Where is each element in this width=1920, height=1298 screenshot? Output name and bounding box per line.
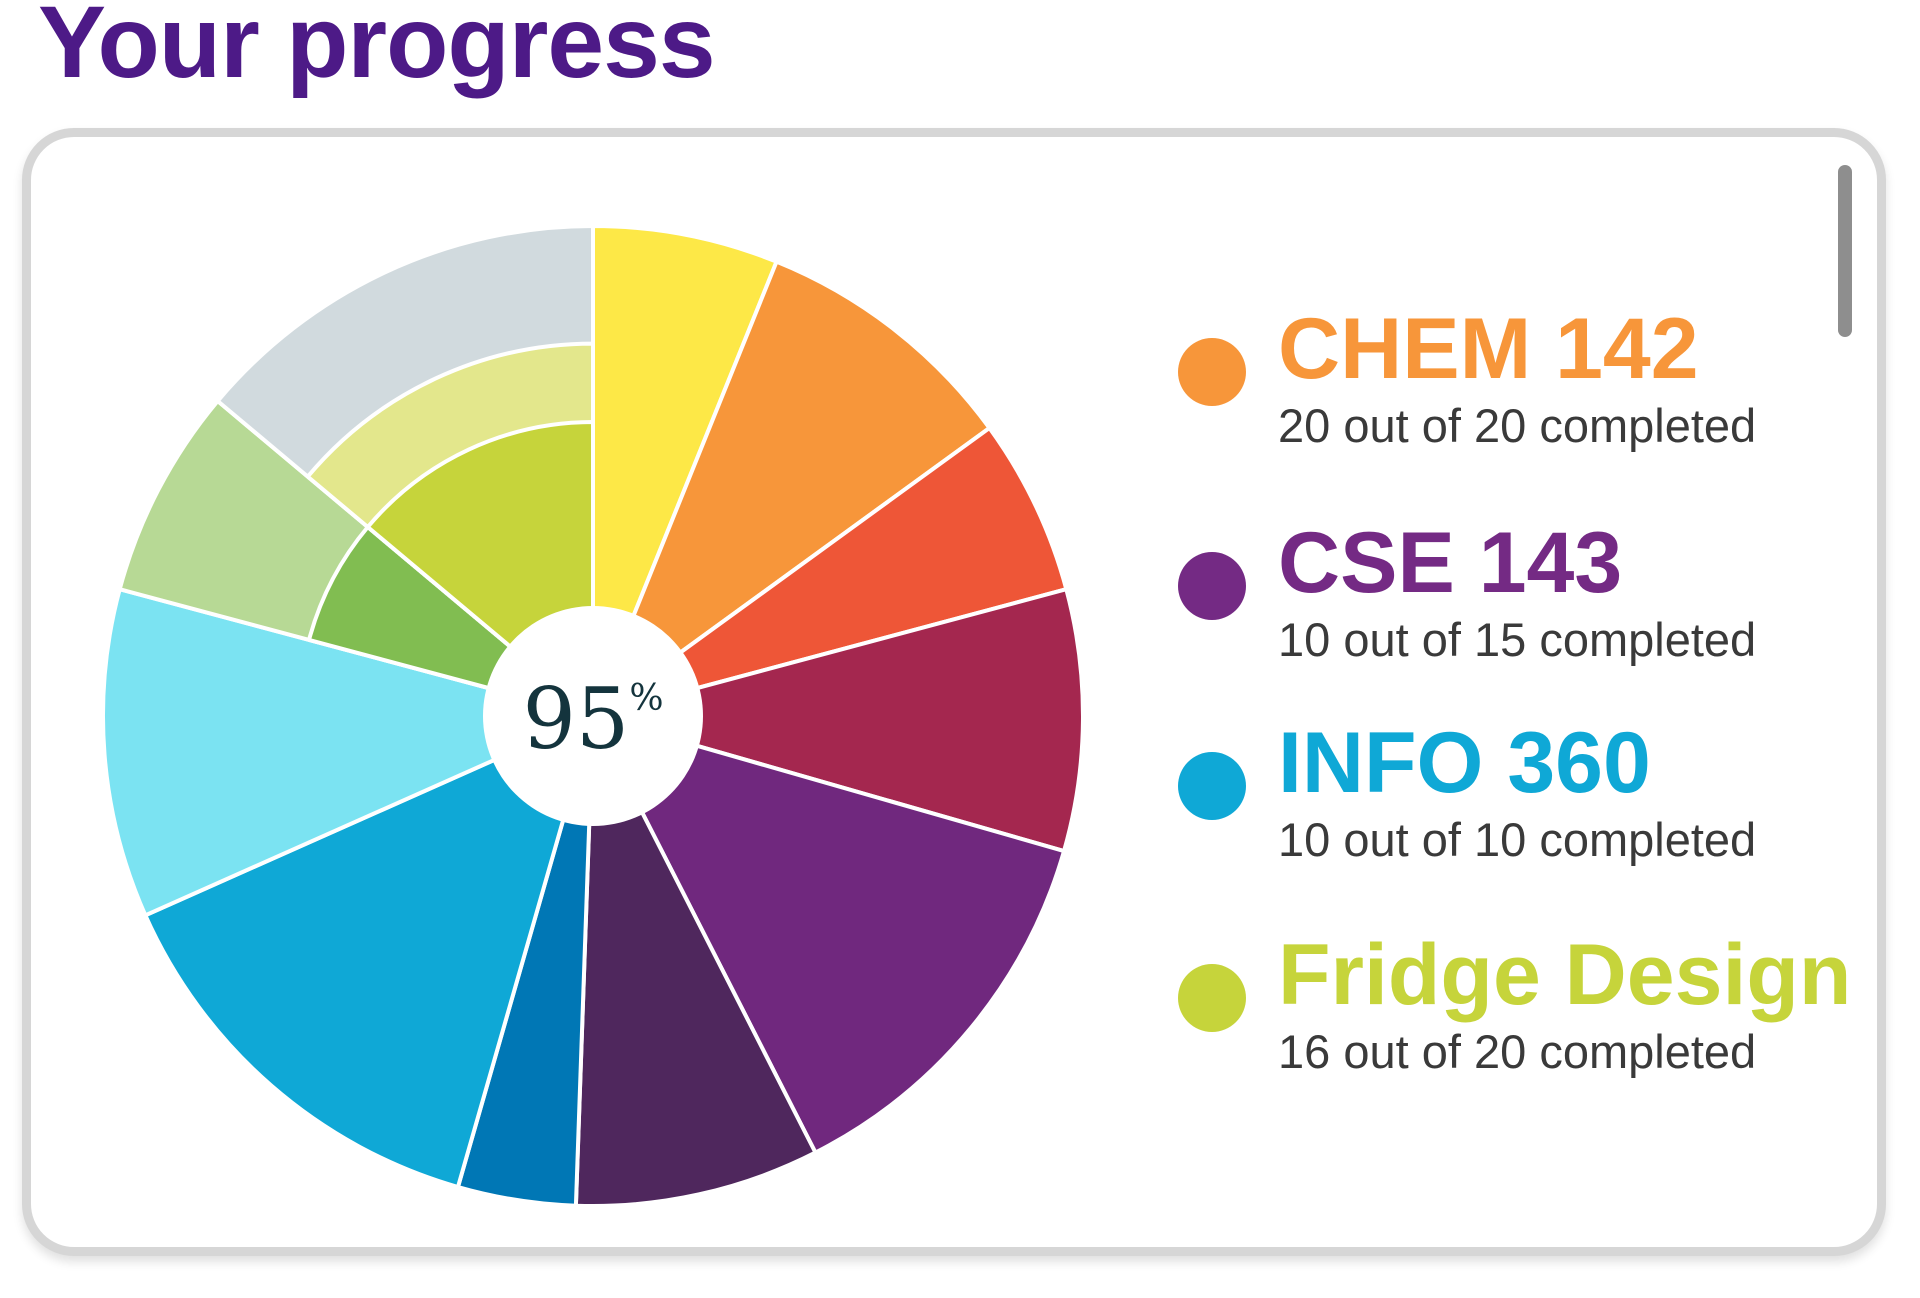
pie-slice [591,587,1085,854]
course-progress: 16 out of 20 completed [1278,1025,1757,1078]
center-unit: % [629,678,663,719]
course-progress: 20 out of 20 completed [1278,399,1757,452]
pie-slice [573,714,818,1208]
pie-slice [591,224,779,718]
pie-slice [591,259,992,718]
course-name: INFO 360 [1278,715,1651,811]
legend-dot [1178,752,1246,820]
pie-slice [591,714,1067,1155]
pie-slices [101,224,1085,1208]
center-percentage: 95% [522,670,663,768]
center-value: 95 [522,670,629,768]
course-legend: CHEM 142 20 out of 20 completed CSE 143 … [1172,0,1872,1298]
pie-slice [101,587,595,918]
course-name: CHEM 142 [1278,301,1699,397]
course-name: Fridge Design [1278,927,1852,1023]
legend-dot [1178,338,1246,406]
course-name: CSE 143 [1278,515,1623,611]
legend-item-info-360[interactable]: INFO 360 10 out of 10 completed [1172,714,1872,864]
course-progress: 10 out of 15 completed [1278,613,1757,666]
legend-item-chem-142[interactable]: CHEM 142 20 out of 20 completed [1172,300,1872,450]
legend-dot [1178,552,1246,620]
scrollbar[interactable] [1838,165,1852,337]
legend-dot [1178,964,1246,1032]
legend-item-cse-143[interactable]: CSE 143 10 out of 15 completed [1172,514,1872,664]
pie-center-circle [483,606,703,826]
legend-item-fridge-design[interactable]: Fridge Design 16 out of 20 completed [1172,926,1872,1076]
course-progress: 10 out of 10 completed [1278,813,1757,866]
pie-slice [143,714,595,1190]
pie-slice [591,425,1069,718]
page-title: Your progress [38,0,716,99]
